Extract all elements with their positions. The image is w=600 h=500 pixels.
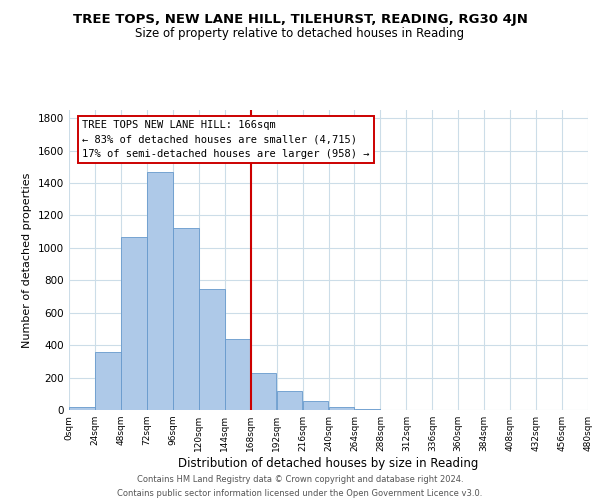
Text: TREE TOPS NEW LANE HILL: 166sqm
← 83% of detached houses are smaller (4,715)
17%: TREE TOPS NEW LANE HILL: 166sqm ← 83% of…	[82, 120, 370, 160]
Text: Contains HM Land Registry data © Crown copyright and database right 2024.
Contai: Contains HM Land Registry data © Crown c…	[118, 476, 482, 498]
Bar	[251, 372, 277, 410]
Bar	[329, 407, 354, 410]
Bar	[303, 401, 328, 410]
Y-axis label: Number of detached properties: Number of detached properties	[22, 172, 32, 348]
Bar	[95, 352, 121, 410]
Bar	[225, 338, 250, 410]
Bar	[121, 238, 146, 410]
Bar	[277, 392, 302, 410]
Bar	[199, 289, 224, 410]
Text: Size of property relative to detached houses in Reading: Size of property relative to detached ho…	[136, 28, 464, 40]
Bar	[173, 228, 199, 410]
Bar	[355, 409, 380, 410]
X-axis label: Distribution of detached houses by size in Reading: Distribution of detached houses by size …	[178, 457, 479, 470]
Bar	[147, 172, 173, 410]
Bar	[69, 407, 95, 410]
Text: TREE TOPS, NEW LANE HILL, TILEHURST, READING, RG30 4JN: TREE TOPS, NEW LANE HILL, TILEHURST, REA…	[73, 12, 527, 26]
